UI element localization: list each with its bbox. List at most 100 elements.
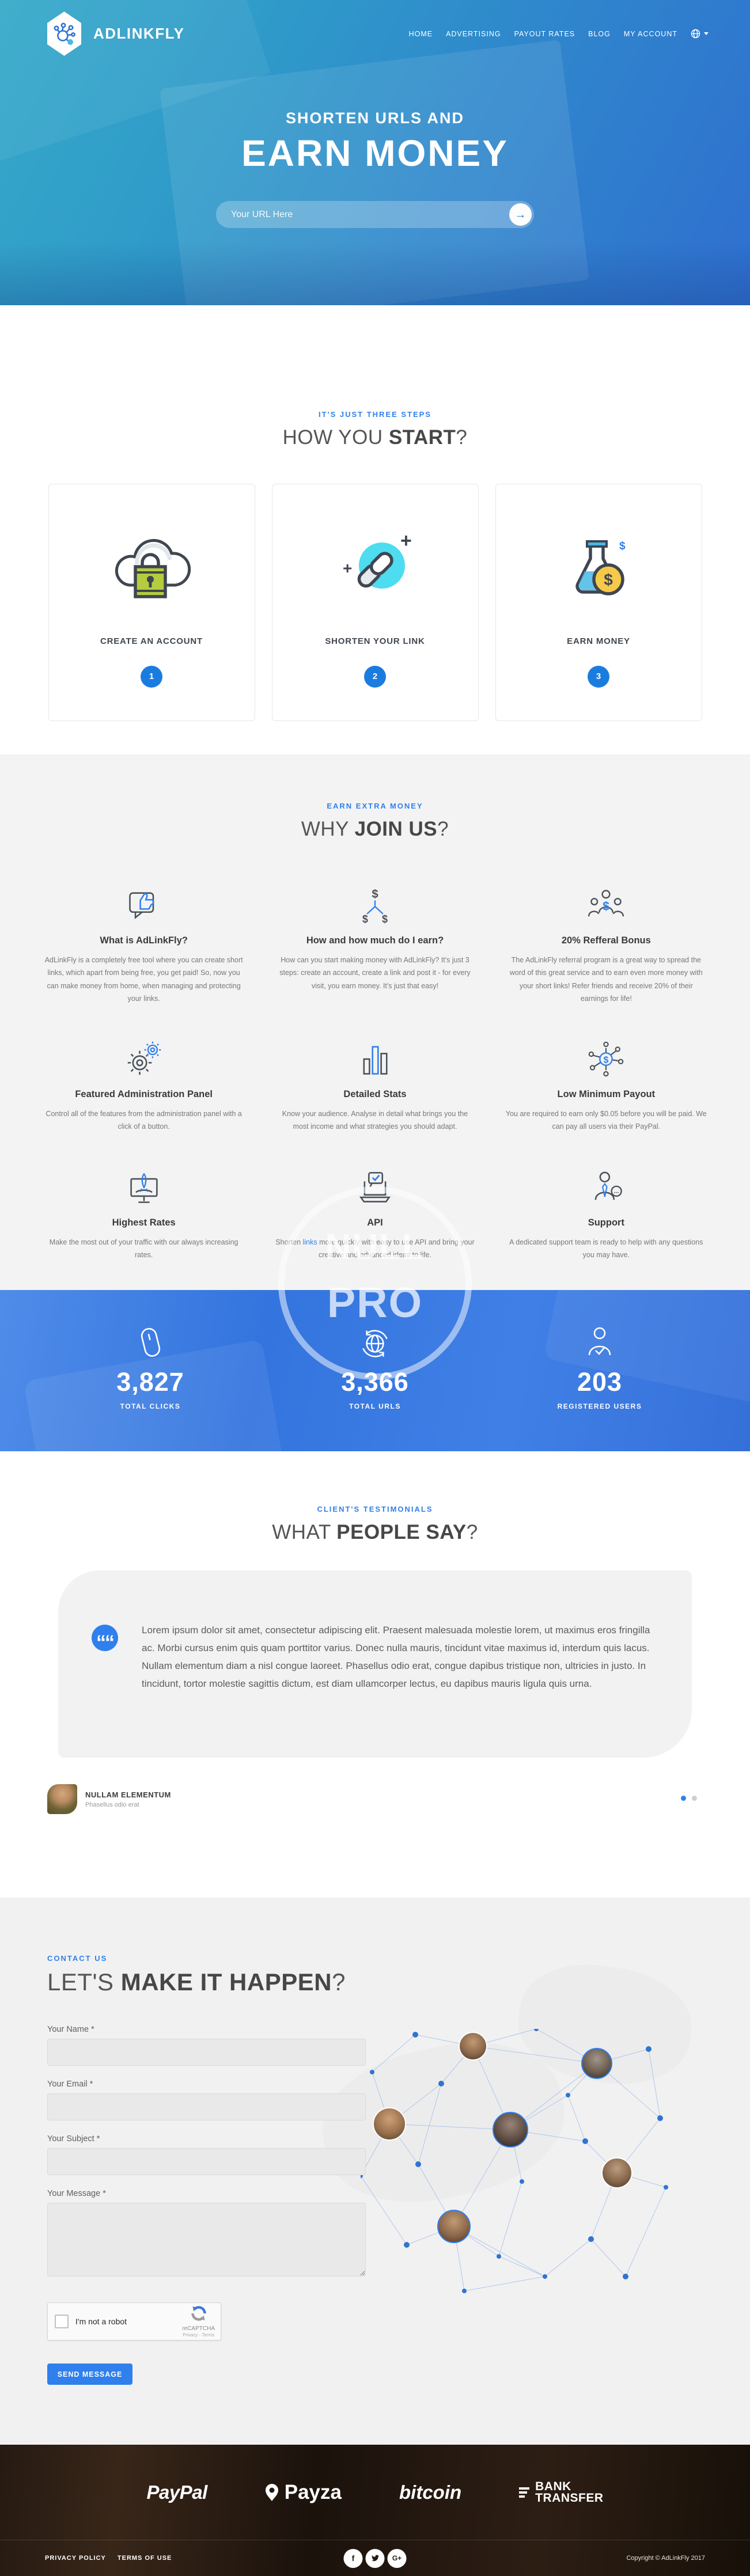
payza-logo: Payza xyxy=(265,2481,342,2504)
referral-users-icon: $ xyxy=(501,878,712,924)
step-card-title: SHORTEN YOUR LINK xyxy=(325,636,425,646)
message-label: Your Message * xyxy=(47,2189,106,2198)
nav-payout-rates[interactable]: PAYOUT RATES xyxy=(514,29,575,38)
twitter-icon[interactable] xyxy=(365,2548,385,2568)
testimonial-quote-text: Lorem ipsum dolor sit amet, consectetur … xyxy=(142,1625,650,1689)
main-nav: HOME ADVERTISING PAYOUT RATES BLOG MY AC… xyxy=(409,29,709,39)
testimonial-quote-card: ““ Lorem ipsum dolor sit amet, consectet… xyxy=(58,1570,692,1758)
svg-text:$: $ xyxy=(382,913,388,924)
stat-total-urls: 3,366 TOTAL URLS xyxy=(300,1323,450,1410)
nav-advertising[interactable]: ADVERTISING xyxy=(446,29,501,38)
copyright-text: Copyright © AdLinkFly 2017 xyxy=(626,2555,705,2562)
svg-text:$: $ xyxy=(362,913,368,924)
paypal-logo: PayPal xyxy=(146,2481,208,2503)
terms-of-use-link[interactable]: TERMS OF USE xyxy=(117,2555,172,2562)
feature-admin-panel: Featured Administration Panel Control al… xyxy=(38,1031,249,1133)
stat-value: 3,827 xyxy=(116,1367,184,1397)
stat-registered-users: 203 REGISTERED USERS xyxy=(525,1323,675,1410)
cloud-lock-icon xyxy=(49,522,255,613)
thumbs-up-bubble-icon xyxy=(38,878,249,924)
gears-icon xyxy=(38,1031,249,1078)
nav-my-account[interactable]: MY ACCOUNT xyxy=(623,29,677,38)
links-hyperlink[interactable]: links xyxy=(302,1238,317,1246)
logo-hexagon xyxy=(47,12,81,56)
language-selector[interactable] xyxy=(691,29,709,39)
feature-what-is-adlinkfly: What is AdLinkFly? AdLinkFly is a comple… xyxy=(38,878,249,1005)
step-card-earn-money[interactable]: $ $ EARN MONEY 3 xyxy=(495,484,702,721)
carousel-dot-1[interactable] xyxy=(681,1796,686,1801)
carousel-dots xyxy=(681,1796,697,1801)
support-agent-icon: ... xyxy=(501,1160,712,1206)
email-label: Your Email * xyxy=(47,2080,93,2089)
hero-title: EARN MONEY xyxy=(241,132,509,174)
feature-how-much-earn: $ $ $ How and how much do I earn? How ca… xyxy=(269,878,480,1005)
name-label: Your Name * xyxy=(47,2025,94,2034)
step-card-create-account[interactable]: CREATE AN ACCOUNT 1 xyxy=(48,484,255,721)
contact-kicker: CONTACT US xyxy=(47,1954,108,1963)
name-field[interactable] xyxy=(47,2039,366,2066)
steps-kicker: IT'S JUST THREE STEPS xyxy=(318,410,432,419)
brand-logo[interactable]: ADLINKFLY xyxy=(45,12,184,56)
send-message-button[interactable]: SEND MESSAGE xyxy=(47,2363,132,2385)
step-card-title: CREATE AN ACCOUNT xyxy=(100,636,203,646)
feature-api-text: Shorten links more quickly with easy to … xyxy=(275,1238,475,1259)
globe-sync-icon xyxy=(300,1323,450,1361)
stat-value: 203 xyxy=(577,1367,623,1397)
svg-text:...: ... xyxy=(614,1188,619,1194)
step-card-shorten-link[interactable]: + + SHORTEN YOUR LINK 2 xyxy=(271,484,479,721)
flask-money-icon: $ $ xyxy=(496,522,702,613)
social-buttons: f G+ xyxy=(343,2548,407,2568)
recaptcha-widget: I'm not a robot reCAPTCHA Privacy - Term… xyxy=(47,2302,221,2340)
avatar xyxy=(47,1784,77,1814)
facebook-icon[interactable]: f xyxy=(343,2548,363,2568)
contact-title: LET'S MAKE IT HAPPEN? xyxy=(47,1968,346,1995)
recaptcha-icon xyxy=(191,2306,206,2321)
stat-total-clicks: 3,827 TOTAL CLICKS xyxy=(75,1323,225,1410)
arrow-right-icon: → xyxy=(514,208,526,221)
nav-home[interactable]: HOME xyxy=(408,29,433,38)
message-field[interactable] xyxy=(47,2203,366,2277)
why-join-us-section: EARN EXTRA MONEY WHY JOIN US? What is Ad… xyxy=(0,754,750,1380)
svg-text:+: + xyxy=(400,530,412,552)
steps-title: HOW YOU START? xyxy=(282,426,468,449)
svg-text:$: $ xyxy=(604,571,613,589)
author-name: NULLAM ELEMENTUM xyxy=(85,1790,171,1799)
contact-section: CONTACT US LET'S MAKE IT HAPPEN? Your Na… xyxy=(0,1898,750,2445)
why-kicker: EARN EXTRA MONEY xyxy=(327,802,423,810)
email-field[interactable] xyxy=(47,2093,366,2120)
step-number-badge: 1 xyxy=(141,666,162,688)
subject-field[interactable] xyxy=(47,2148,366,2175)
testimonials-title: WHAT PEOPLE SAY? xyxy=(272,1521,478,1543)
feature-support: ... Support A dedicated support team is … xyxy=(501,1160,712,1262)
hero-section: ADLINKFLY HOME ADVERTISING PAYOUT RATES … xyxy=(0,0,750,305)
carousel-dot-2[interactable] xyxy=(692,1796,697,1801)
step-number-badge: 2 xyxy=(364,666,386,688)
privacy-policy-link[interactable]: PRIVACY POLICY xyxy=(45,2555,106,2562)
shorten-url-form: → xyxy=(216,201,534,228)
subject-label: Your Subject * xyxy=(47,2134,100,2143)
step-number-badge: 3 xyxy=(588,666,609,688)
chain-link-icon: + + xyxy=(272,522,478,613)
hero-kicker: SHORTEN URLS AND xyxy=(285,109,464,127)
features-grid: What is AdLinkFly? AdLinkFly is a comple… xyxy=(38,878,712,1261)
recaptcha-logo: reCAPTCHA Privacy - Terms xyxy=(182,2305,215,2338)
svg-text:$: $ xyxy=(603,900,609,913)
url-input[interactable] xyxy=(216,201,534,228)
hero-content: SHORTEN URLS AND EARN MONEY → xyxy=(0,109,750,228)
why-title: WHY JOIN US? xyxy=(301,818,449,840)
step-card-title: EARN MONEY xyxy=(567,636,630,646)
testimonial-author: NULLAM ELEMENTUM Phasellus odio erat xyxy=(47,1784,171,1814)
shorten-submit-button[interactable]: → xyxy=(509,203,532,226)
svg-text:$: $ xyxy=(372,888,378,901)
feature-api: API Shorten links more quickly with easy… xyxy=(269,1160,480,1262)
google-plus-icon[interactable]: G+ xyxy=(387,2548,407,2568)
contact-form: Your Name * Your Email * Your Subject * … xyxy=(47,2025,366,2385)
recaptcha-checkbox[interactable] xyxy=(55,2315,69,2328)
svg-text:$: $ xyxy=(619,540,626,552)
author-role: Phasellus odio erat xyxy=(85,1801,139,1808)
how-you-start-section: IT'S JUST THREE STEPS HOW YOU START? CRE… xyxy=(0,305,750,754)
recaptcha-terms-link[interactable]: Privacy - Terms xyxy=(183,2332,215,2338)
bank-transfer-logo: BANK TRANSFER xyxy=(519,2480,603,2504)
footer-bottom-bar: PRIVACY POLICY TERMS OF USE f G+ Copyrig… xyxy=(0,2540,750,2576)
nav-blog[interactable]: BLOG xyxy=(588,29,611,38)
